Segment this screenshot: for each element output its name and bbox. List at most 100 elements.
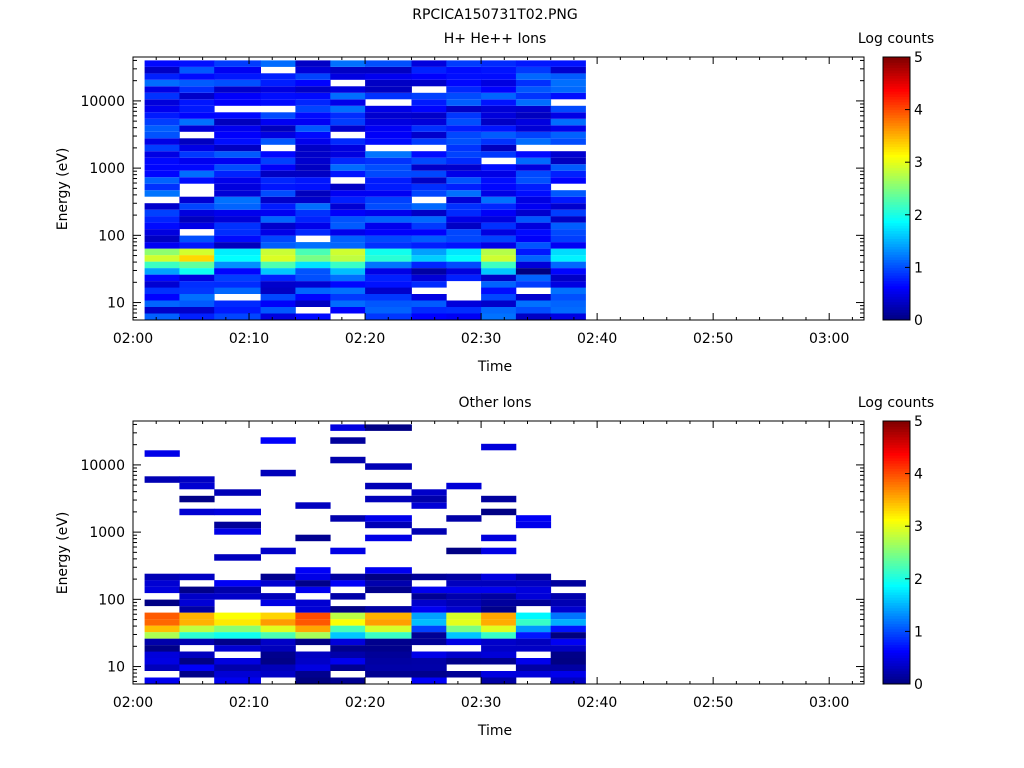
heatmap-cell <box>260 177 296 184</box>
colorbar-tick-label: 0 <box>914 313 923 329</box>
heatmap-cell <box>446 229 482 236</box>
colorbar-swatch <box>883 78 910 82</box>
heatmap-cell <box>550 196 586 204</box>
colorbar: 0 1 2 3 4 5 <box>882 414 923 693</box>
heatmap-cell <box>144 307 180 314</box>
heatmap-cell <box>260 573 296 581</box>
heatmap-cell <box>411 105 447 113</box>
heatmap-cell <box>144 281 180 288</box>
heatmap-cell <box>365 645 412 652</box>
colorbar-swatch <box>883 162 910 166</box>
heatmap-cell <box>295 86 331 93</box>
heatmap-cell <box>330 229 366 236</box>
heatmap-cell <box>144 86 180 93</box>
heatmap-cell <box>260 599 296 607</box>
heatmap-cell <box>446 222 482 230</box>
heatmap-cell <box>481 658 517 665</box>
y-axis-label: Energy (eV) <box>55 148 71 231</box>
x-axis: 02:00 02:10 02:20 02:30 02:40 02:50 03:00 <box>113 421 853 711</box>
heatmap-cell <box>295 144 331 152</box>
heatmap-cell <box>179 612 215 620</box>
heatmap-cell <box>179 658 215 665</box>
heatmap-cell <box>515 235 552 243</box>
heatmap-cell <box>260 547 296 555</box>
heatmap-cell <box>446 190 482 197</box>
colorbar-swatch <box>883 563 910 567</box>
colorbar-swatch <box>883 138 910 142</box>
colorbar-swatch <box>883 481 910 485</box>
heatmap-cell <box>260 203 296 210</box>
heatmap-cell <box>365 261 412 269</box>
heatmap-cell <box>515 209 552 217</box>
heatmap-cell <box>144 287 180 294</box>
heatmap-cell <box>550 281 586 288</box>
colorbar-swatch <box>883 536 910 540</box>
heatmap-cell <box>295 248 331 256</box>
heatmap-cell <box>515 593 552 600</box>
heatmap-cell <box>179 261 215 269</box>
heatmap-cell <box>411 131 447 139</box>
heatmap-cell <box>365 164 412 171</box>
heatmap-cell <box>214 183 261 191</box>
heatmap-cell <box>330 547 366 555</box>
heatmap-cell <box>179 203 215 210</box>
heatmap-cell <box>214 281 261 288</box>
heatmap-cell <box>179 99 215 106</box>
heatmap-cell <box>295 242 331 249</box>
heatmap-cell <box>550 632 586 639</box>
heatmap-cell <box>550 606 586 613</box>
heatmap-cell <box>550 261 586 269</box>
heatmap-cell <box>260 255 296 262</box>
heatmap-cell <box>550 125 586 132</box>
heatmap-cell <box>365 138 412 145</box>
heatmap-cell <box>144 268 180 275</box>
heatmap-cell <box>330 255 366 262</box>
heatmap-cell <box>481 66 517 74</box>
colorbar-swatch <box>883 109 910 113</box>
colorbar-swatch <box>883 531 910 535</box>
heatmap-cell <box>214 307 261 314</box>
heatmap-cell <box>481 125 517 132</box>
y-tick-label: 100 <box>98 228 125 244</box>
heatmap-cell <box>295 183 331 191</box>
colorbar-swatch <box>883 159 910 163</box>
colorbar-swatch <box>883 544 910 548</box>
colorbar-swatch <box>883 304 910 308</box>
heatmap-cell <box>214 554 261 561</box>
heatmap-cell <box>295 131 331 139</box>
heatmap-cell <box>144 450 180 457</box>
y-axis-label: Energy (eV) <box>55 512 71 595</box>
heatmap-cell <box>446 242 482 249</box>
heatmap-cell <box>365 255 412 262</box>
heatmap-cell <box>144 638 180 646</box>
heatmap-cell <box>214 638 261 646</box>
heatmap-cell <box>260 164 296 171</box>
heatmap-cell <box>260 469 296 477</box>
heatmap-cell <box>330 60 366 67</box>
colorbar-tick-label: 4 <box>914 467 923 483</box>
colorbar-swatch <box>883 534 910 538</box>
heatmap-cell <box>179 138 215 145</box>
heatmap-cell <box>179 300 215 307</box>
heatmap-cell <box>144 125 180 132</box>
heatmap-cell <box>260 73 296 80</box>
heatmap-cells <box>144 60 586 320</box>
colorbar-swatch <box>883 143 910 147</box>
colorbar-swatch <box>883 262 910 266</box>
heatmap-cell <box>481 300 517 307</box>
heatmap-cell <box>179 606 215 613</box>
heatmap-cell <box>330 170 366 178</box>
heatmap-cell <box>515 190 552 197</box>
heatmap-cell <box>550 222 586 230</box>
x-tick-label: 02:00 <box>113 331 153 347</box>
colorbar-swatch <box>883 447 910 451</box>
heatmap-cell <box>330 664 366 671</box>
heatmap-cell <box>365 177 412 184</box>
colorbar-swatch <box>883 220 910 224</box>
heatmap-cell <box>550 60 586 67</box>
colorbar-swatch <box>883 285 910 289</box>
heatmap-cell <box>446 177 482 184</box>
heatmap-cell <box>550 209 586 217</box>
colorbar-swatch <box>883 576 910 580</box>
heatmap-cell <box>550 307 586 314</box>
